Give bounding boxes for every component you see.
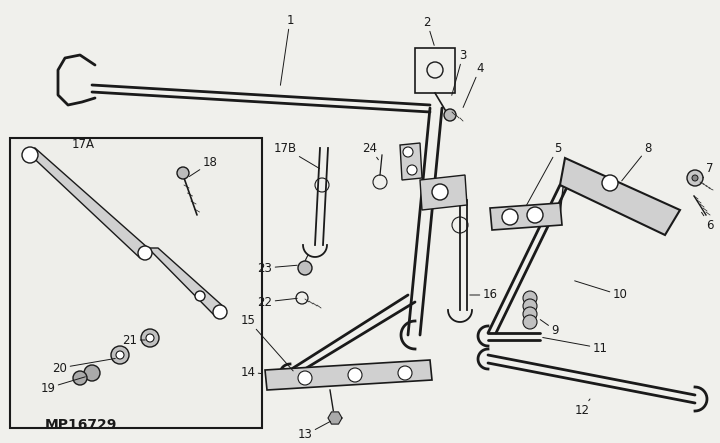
Polygon shape [265,360,432,390]
Circle shape [523,315,537,329]
Text: 9: 9 [540,319,559,337]
Circle shape [523,299,537,313]
Circle shape [527,207,543,223]
Polygon shape [148,248,225,316]
Text: 8: 8 [622,141,652,181]
Circle shape [195,291,205,301]
Text: 3: 3 [451,48,467,95]
Circle shape [407,165,417,175]
Polygon shape [25,148,148,258]
Polygon shape [400,143,422,180]
Text: 12: 12 [575,399,590,416]
Circle shape [298,371,312,385]
Circle shape [502,209,518,225]
Text: 1: 1 [280,13,294,85]
Text: 20: 20 [53,358,115,374]
Circle shape [602,175,618,191]
Text: 24: 24 [362,141,379,160]
Circle shape [73,371,87,385]
Text: 18: 18 [189,156,217,176]
Circle shape [523,307,537,321]
Circle shape [22,147,38,163]
Circle shape [687,170,703,186]
Circle shape [432,184,448,200]
Text: 21: 21 [122,334,145,346]
Text: 11: 11 [543,338,608,354]
Text: 4: 4 [463,62,484,108]
Circle shape [348,368,362,382]
Bar [415,48,455,93]
Circle shape [213,305,227,319]
Circle shape [523,291,537,305]
Text: 17B: 17B [274,141,320,169]
Circle shape [403,147,413,157]
Circle shape [398,366,412,380]
Polygon shape [420,175,467,210]
Circle shape [692,175,698,181]
Bar [10,138,262,428]
Text: 10: 10 [575,281,627,302]
Text: 13: 13 [297,421,330,442]
Text: 19: 19 [40,377,86,395]
Polygon shape [560,158,680,235]
Circle shape [146,334,154,342]
Circle shape [116,351,124,359]
Text: 23: 23 [258,261,297,275]
Circle shape [298,261,312,275]
Text: 7: 7 [703,162,714,178]
Circle shape [141,329,159,347]
Text: 14: 14 [240,365,262,378]
Polygon shape [490,203,562,230]
Text: MP16729: MP16729 [45,418,117,432]
Text: 6: 6 [701,212,714,232]
Text: 16: 16 [469,288,498,302]
Circle shape [138,246,152,260]
Circle shape [111,346,129,364]
Circle shape [177,167,189,179]
Text: 5: 5 [526,141,562,206]
Text: 15: 15 [240,314,293,371]
Polygon shape [328,412,342,424]
Text: 22: 22 [258,295,297,308]
Circle shape [84,365,100,381]
Text: 17A: 17A [71,139,94,152]
Circle shape [444,109,456,121]
Text: 2: 2 [423,16,434,45]
